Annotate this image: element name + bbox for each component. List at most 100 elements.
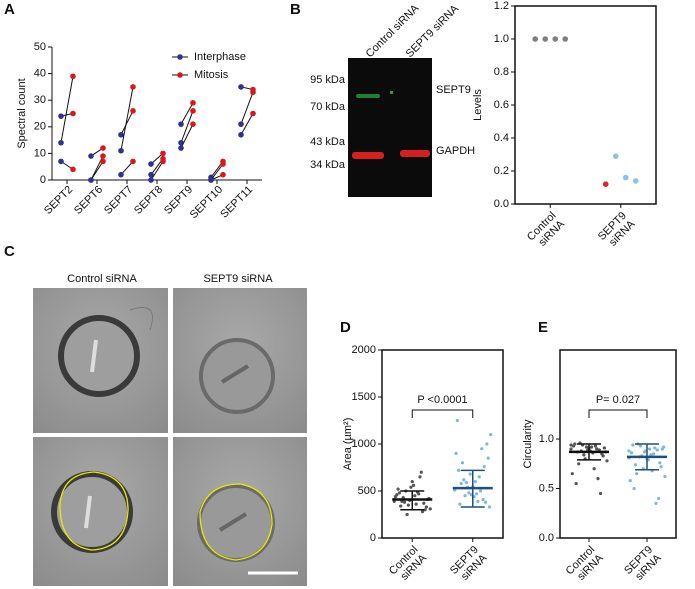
y-tick-label: 0.0 xyxy=(494,198,509,210)
dot xyxy=(118,147,124,154)
y-tick-label: 0.4 xyxy=(494,132,509,144)
x-tick-label: SEPT9siRNA xyxy=(596,209,638,251)
dot xyxy=(638,444,643,448)
dot xyxy=(595,447,599,451)
dot xyxy=(423,508,427,512)
dot xyxy=(659,465,663,469)
dot xyxy=(190,121,196,127)
x-tick-label: SEPT2 xyxy=(42,184,75,217)
plot-frame xyxy=(514,5,657,205)
dot xyxy=(601,454,605,458)
dot xyxy=(656,496,661,501)
band xyxy=(400,150,430,157)
dot xyxy=(481,497,485,502)
dot xyxy=(489,433,493,437)
plot-frame xyxy=(381,349,504,539)
panel-letter: D xyxy=(340,319,351,336)
dot xyxy=(486,456,490,460)
blot-image xyxy=(348,58,432,197)
dot xyxy=(70,110,76,117)
dot xyxy=(596,477,600,481)
y-tick-label: 0.2 xyxy=(494,165,509,177)
dot xyxy=(395,493,399,497)
marker-label: 95 kDa xyxy=(310,74,346,86)
legend-dot xyxy=(177,72,183,78)
dot xyxy=(414,502,418,506)
cell-edge xyxy=(129,307,153,331)
dot xyxy=(208,177,214,183)
dot xyxy=(148,171,154,178)
dot xyxy=(160,158,166,165)
pair-line xyxy=(180,110,194,143)
outline xyxy=(59,471,129,551)
dot xyxy=(463,494,467,498)
dot xyxy=(485,442,489,446)
dot xyxy=(88,177,94,183)
dot xyxy=(464,480,468,485)
y-tick-label: 0.6 xyxy=(494,99,509,111)
dot xyxy=(582,453,586,457)
plot-frame xyxy=(559,349,677,539)
y-tick-label: 1.0 xyxy=(494,33,509,45)
dot xyxy=(410,480,414,484)
band xyxy=(352,152,384,159)
y-axis-label: Levels xyxy=(472,89,484,121)
dot xyxy=(598,491,603,496)
dot xyxy=(420,510,425,514)
dot xyxy=(467,491,471,495)
micrographs: Control siRNA SEPT9 siRNA xyxy=(33,273,307,586)
dot xyxy=(632,486,636,491)
y-tick-label: 1.2 xyxy=(494,0,509,12)
dot xyxy=(460,461,465,465)
cell xyxy=(58,315,140,397)
dot xyxy=(632,178,639,184)
dot xyxy=(130,108,136,114)
x-tick-label: SEPT7 xyxy=(102,184,135,217)
dot xyxy=(178,139,184,146)
dot xyxy=(422,501,426,505)
x-tick-label: ControlsiRNA xyxy=(525,209,568,252)
y-tick-label: 2000 xyxy=(352,344,376,356)
y-tick-label: 20 xyxy=(34,121,46,133)
dot xyxy=(100,153,106,159)
pair-line xyxy=(180,123,194,149)
dot xyxy=(475,492,479,496)
dot xyxy=(633,463,638,467)
dot xyxy=(178,145,184,151)
dot xyxy=(589,445,594,449)
dot xyxy=(190,108,196,114)
dot xyxy=(220,171,226,178)
dot xyxy=(593,444,598,448)
dot xyxy=(627,449,631,453)
dot xyxy=(457,468,461,472)
pair-line xyxy=(60,76,74,143)
pair-line xyxy=(210,163,224,181)
dot xyxy=(70,166,76,173)
dot xyxy=(418,475,422,479)
dot xyxy=(220,161,226,167)
dot xyxy=(605,459,609,463)
pair-line xyxy=(150,161,164,181)
dot xyxy=(458,502,462,506)
x-tick-label: SEPT9siRNA xyxy=(448,543,490,585)
x-tick-label: ControlsiRNA xyxy=(564,543,607,586)
marker-label: 34 kDa xyxy=(310,159,346,171)
dot xyxy=(660,447,665,451)
x-tick-label: SEPT8 xyxy=(132,184,165,217)
dot xyxy=(58,139,64,146)
pair-line xyxy=(240,113,254,136)
dot xyxy=(118,171,124,178)
dot xyxy=(409,485,413,489)
dot xyxy=(454,451,458,455)
pair-line xyxy=(120,161,134,176)
dot xyxy=(130,84,136,90)
dot xyxy=(574,481,578,486)
outline xyxy=(199,483,273,561)
y-axis-label: Area (µm²) xyxy=(342,418,354,471)
western-blot: Control siRNA SEPT9 siRNA 95 kDa 70 kDa … xyxy=(310,2,475,197)
significance-bracket xyxy=(411,409,474,418)
dot xyxy=(635,472,639,476)
dot xyxy=(651,452,656,456)
dot xyxy=(88,153,94,159)
x-tick-label: SEPT9siRNA xyxy=(622,543,664,585)
